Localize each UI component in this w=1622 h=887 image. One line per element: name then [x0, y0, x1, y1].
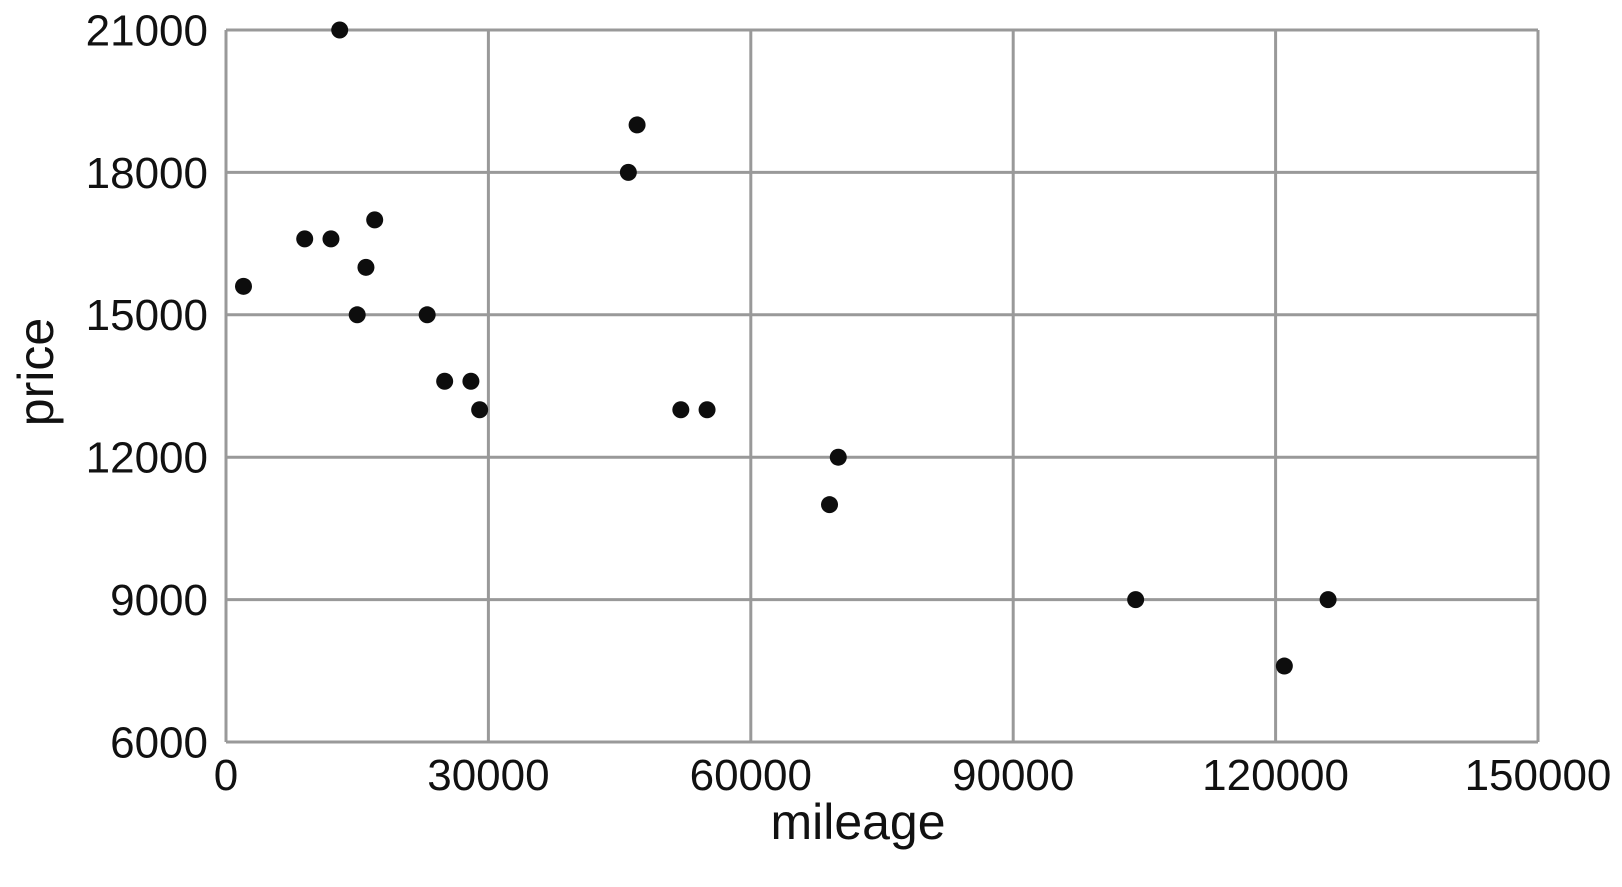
y-tick-label: 21000 [86, 6, 208, 55]
data-point [1275, 657, 1293, 675]
x-tick-label: 150000 [1465, 751, 1612, 800]
data-point [296, 230, 314, 248]
data-point [471, 401, 489, 419]
data-point [821, 496, 839, 514]
y-tick-label: 9000 [110, 576, 208, 625]
y-tick-label: 15000 [86, 291, 208, 340]
data-point [331, 21, 349, 39]
data-point [672, 401, 690, 419]
y-tick-label: 6000 [110, 718, 208, 767]
data-point [462, 372, 480, 390]
y-axis-title: price [8, 317, 64, 427]
data-point [418, 306, 436, 324]
data-point [1127, 591, 1145, 609]
x-tick-label: 60000 [690, 751, 812, 800]
y-tick-label: 18000 [86, 149, 208, 198]
data-point [619, 163, 637, 181]
data-point [1319, 591, 1337, 609]
x-tick-label: 120000 [1202, 751, 1349, 800]
data-point [357, 258, 375, 276]
data-point [234, 277, 252, 295]
x-tick-label: 0 [214, 751, 238, 800]
data-point [829, 448, 847, 466]
data-point [698, 401, 716, 419]
y-tick-label: 12000 [86, 434, 208, 483]
x-tick-label: 90000 [952, 751, 1074, 800]
data-point [628, 116, 646, 134]
x-tick-label: 30000 [427, 751, 549, 800]
x-axis-title: mileage [770, 794, 946, 850]
data-point [322, 230, 340, 248]
data-point [366, 211, 384, 229]
data-point [348, 306, 366, 324]
data-point [436, 372, 454, 390]
